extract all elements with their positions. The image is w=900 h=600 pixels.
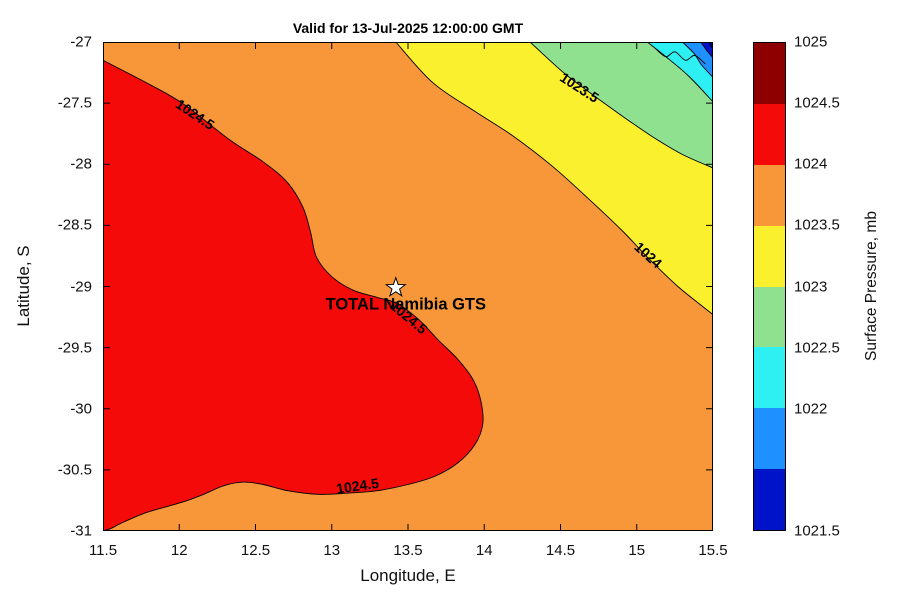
contour-line-1023p5 — [529, 42, 713, 169]
colorbar-segment — [754, 164, 785, 226]
x-axis-label: Longitude, E — [360, 566, 456, 585]
colorbar-tick-label: 1024 — [794, 155, 828, 173]
plot-title: Valid for 13-Jul-2025 12:00:00 GMT — [292, 20, 524, 36]
contour-label: 1024.5 — [335, 475, 380, 497]
colorbar-tick-label: 1023.5 — [794, 216, 840, 234]
x-tick-label: 14 — [475, 542, 493, 559]
x-tick-label: 15 — [628, 542, 646, 559]
colorbar-tick-label: 1022.5 — [794, 339, 840, 357]
y-tick-label: -30.5 — [57, 461, 92, 479]
y-tick-label: -31 — [70, 522, 92, 540]
colorbar-segment — [754, 225, 785, 287]
contour-line-1024 — [395, 42, 713, 315]
colorbar-tick-label: 1021.5 — [794, 522, 840, 540]
contour-line-1024p5 — [103, 59, 484, 531]
y-tick-label: -30 — [70, 400, 92, 418]
contour-line-corner-squiggle — [654, 47, 706, 65]
contour-line-1022 — [700, 42, 713, 59]
y-tick-label: -29.5 — [57, 339, 92, 357]
colorbar-segment — [754, 103, 785, 165]
colorbar-segment — [754, 469, 785, 530]
plot-area: 1024.5 1024.5 1024.5 1024 1023.5 TOTAL Namibi… — [103, 42, 713, 531]
colorbar-segment — [754, 43, 785, 104]
station-label: TOTAL Namibia GTS — [326, 296, 486, 314]
colorbar-segment — [754, 408, 785, 470]
pressure-region-1023p5 — [530, 42, 713, 168]
colorbar-axis-label: Surface Pressure, mb — [863, 211, 880, 361]
colorbar-tick-label: 1024.5 — [794, 94, 840, 112]
colorbar-tick-label: 1022 — [794, 400, 828, 418]
contour-line-1022p5 — [682, 42, 713, 78]
colorbar-tick-label: 1023 — [794, 278, 828, 295]
y-tick-label: -29 — [70, 278, 92, 295]
y-tick-label: -27 — [70, 33, 92, 51]
station-star-icon — [384, 276, 407, 298]
x-tick-label: 15.5 — [698, 542, 728, 559]
colorbar — [753, 42, 786, 531]
y-tick-label: -27.5 — [57, 94, 92, 112]
x-tick-label: 13.5 — [393, 542, 423, 559]
pressure-region-1024p5 — [103, 60, 484, 531]
colorbar-segment — [754, 347, 785, 409]
colorbar-segment — [754, 286, 785, 348]
x-tick-label: 13 — [323, 542, 341, 559]
y-tick-label: -28 — [70, 155, 92, 173]
x-tick-label: 11.5 — [88, 542, 118, 559]
x-tick-label: 12.5 — [240, 542, 271, 559]
axes-border — [103, 42, 713, 531]
colorbar-tick-label: 1025 — [794, 33, 828, 51]
y-tick-label: -28.5 — [57, 216, 92, 234]
x-tick-label: 12 — [170, 542, 188, 559]
x-tick-label: 14.5 — [545, 542, 576, 559]
